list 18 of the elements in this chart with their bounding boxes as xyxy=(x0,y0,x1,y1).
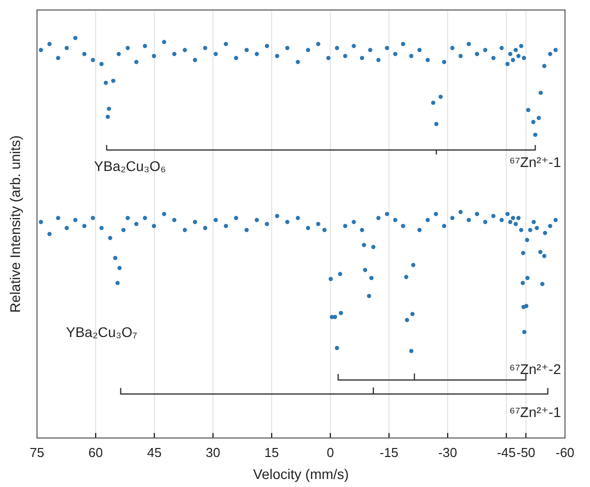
x-axis-title: Velocity (mm/s) xyxy=(253,466,349,482)
annotation: ⁶⁷Zn²⁺-1 xyxy=(509,154,562,170)
y-axis-title: Relative Intensity (arb. units) xyxy=(7,135,23,313)
x-tick-label: -45 xyxy=(496,445,516,460)
x-tick-label: -50 xyxy=(516,445,536,460)
x-tick-label: -60 xyxy=(556,445,574,460)
annotation: YBa₂Cu₃O₇ xyxy=(66,324,138,340)
annotation: ⁶⁷Zn²⁺-1 xyxy=(509,404,562,420)
x-tick-label: 15 xyxy=(264,445,279,460)
x-tick-label: 30 xyxy=(206,445,220,460)
x-tick-label: 0 xyxy=(326,445,334,460)
x-tick-label: 45 xyxy=(147,445,162,460)
annotation: ⁶⁷Zn²⁺-2 xyxy=(509,361,562,377)
x-tick-label: 60 xyxy=(88,445,103,460)
x-tick-label: 75 xyxy=(30,445,44,460)
annotation: YBa₂Cu₃O₆ xyxy=(94,158,166,174)
x-tick-label: -15 xyxy=(380,445,398,460)
x-tick-label: -30 xyxy=(438,445,458,460)
